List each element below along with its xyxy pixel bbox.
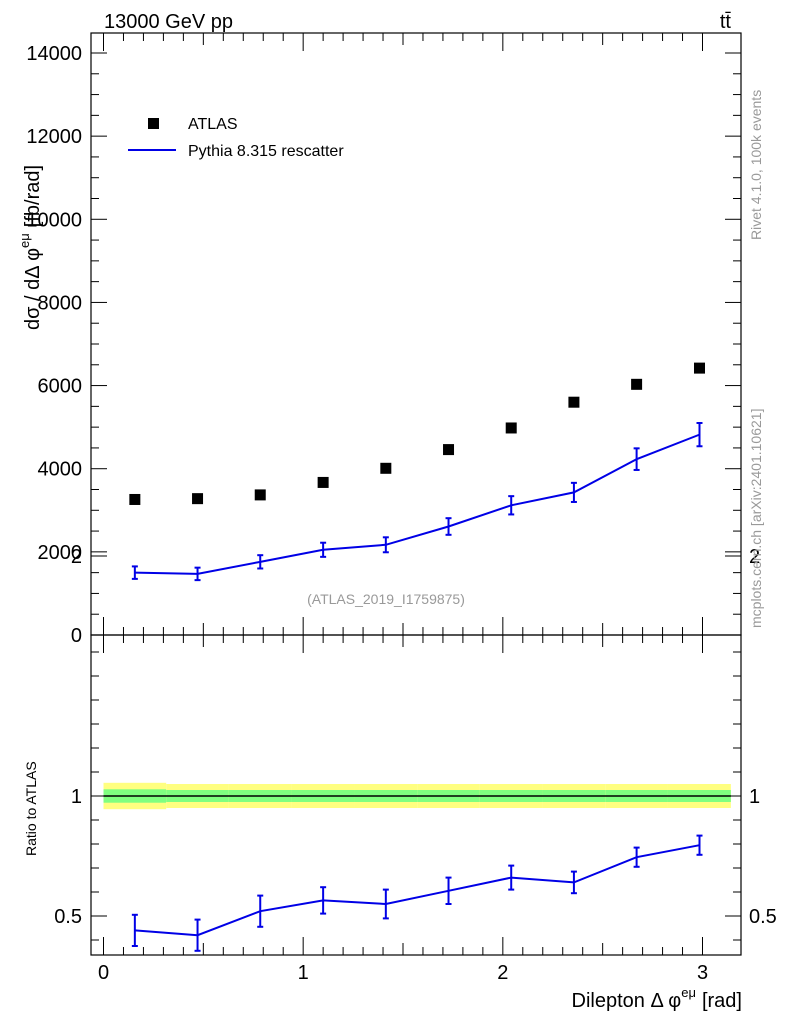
main-ylabel-sup: eμ (17, 233, 32, 248)
main-ytick-label: 0 (71, 625, 82, 647)
main-data-marks (129, 362, 706, 582)
main-ylabel: dσ / dΔ φeμ [fb/rad] (17, 165, 44, 330)
atlas-data-point (254, 489, 266, 501)
xlabel: Dilepton Δ φeμ [rad] (572, 985, 742, 1012)
atlas-data-point (129, 493, 141, 505)
ratio-ytick-label-left: 2 (71, 546, 82, 568)
xtick-label: 3 (697, 962, 708, 984)
ratio-ylabel: Ratio to ATLAS (23, 761, 39, 856)
legend-pythia-label: Pythia 8.315 rescatter (188, 143, 344, 160)
main-ytick-label: 8000 (38, 292, 83, 314)
ratio-data-marks (131, 834, 703, 952)
legend: ATLAS Pythia 8.315 rescatter (128, 116, 344, 160)
atlas-data-point (317, 476, 329, 488)
main-ytick-label: 14000 (26, 43, 82, 65)
atlas-data-point (380, 462, 392, 474)
atlas-data-point (568, 396, 580, 408)
ratio-ytick-label-right: 1 (749, 786, 760, 808)
legend-atlas-label: ATLAS (188, 116, 238, 133)
process-label: tt̄ (720, 11, 732, 33)
atlas-data-point (505, 422, 517, 434)
xtick-label: 1 (298, 962, 309, 984)
main-ytick-label: 10000 (26, 209, 82, 231)
legend-atlas-marker (148, 118, 159, 129)
atlas-data-point (192, 493, 204, 505)
xtick-label: 0 (98, 962, 109, 984)
main-ytick-label: 12000 (26, 126, 82, 148)
atlas-data-point (443, 444, 455, 456)
atlas-data-point (631, 378, 643, 390)
xlabel-unit: [rad] (702, 990, 742, 1012)
xtick-label: 2 (497, 962, 508, 984)
main-ylabel-unit: [fb/rad] (22, 165, 44, 227)
main-ytick-label: 4000 (38, 459, 83, 481)
ratio-axis-ticks: 0.5 0.5 1 1 2 2 0 1 2 3 (54, 546, 777, 984)
main-axis-ticks: 0 2000 4000 6000 8000 10000 12000 14000 (26, 33, 741, 647)
xlabel-main: Dilepton Δ φ (572, 990, 682, 1012)
ratio-series-line (134, 844, 700, 937)
ratio-ytick-label-right: 0.5 (749, 906, 777, 928)
ratio-frame (90, 634, 742, 956)
ratio-ytick-label-left: 0.5 (54, 906, 82, 928)
main-panel: (ATLAS_2019_I1759875) 0 2000 4000 6000 8000 1… (26, 32, 742, 647)
energy-label: 13000 GeV pp (104, 11, 233, 33)
xlabel-sup: eμ (681, 985, 696, 1000)
ratio-ytick-label-left: 1 (71, 786, 82, 808)
ratio-ytick-label-right: 2 (749, 546, 760, 568)
ratio-panel: 0.5 0.5 1 1 2 2 0 1 2 3 (54, 546, 777, 984)
main-ytick-label: 2000 (38, 542, 83, 564)
analysis-label: (ATLAS_2019_I1759875) (307, 591, 465, 607)
main-ytick-label: 6000 (38, 376, 83, 398)
mcplots-label: mcplots.cern.ch [arXiv:2401.10621] (748, 409, 764, 628)
mc-series-line (134, 433, 700, 575)
atlas-data-point (694, 362, 706, 374)
main-ylabel-main: dσ / dΔ φ (22, 248, 44, 330)
ratio-uncertainty-band (103, 782, 731, 810)
rivet-label: Rivet 4.1.0, 100k events (748, 90, 764, 240)
